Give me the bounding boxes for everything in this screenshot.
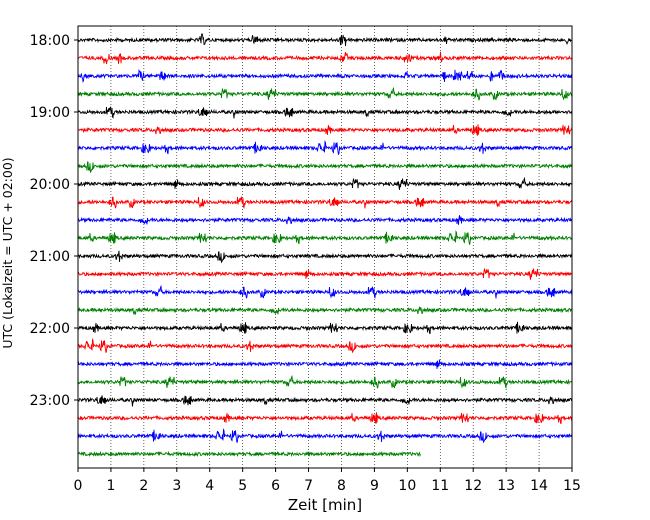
trace-line-1930 bbox=[77, 139, 573, 155]
trace-line-2045 bbox=[77, 229, 573, 245]
y-axis-ticks: 18:00 19:00 20:00 21:00 22:00 23:00 bbox=[30, 33, 78, 409]
y-tick-label: 23:00 bbox=[30, 393, 70, 409]
x-tick-label: 1 bbox=[106, 478, 115, 494]
y-axis-label: UTC (Lokalzeit = UTC + 02:00) bbox=[0, 157, 15, 348]
x-axis-label: Zeit [min] bbox=[288, 496, 362, 514]
trace-line-2115 bbox=[77, 268, 573, 280]
y-tick-label: 18:00 bbox=[30, 33, 70, 49]
trace-line-2215 bbox=[77, 337, 573, 354]
trace-line-1900 bbox=[77, 106, 573, 119]
y-tick-label: 19:00 bbox=[30, 105, 70, 121]
plot-frame bbox=[77, 25, 573, 469]
trace-lines bbox=[77, 32, 573, 458]
trace-line-2245 bbox=[77, 374, 573, 389]
x-tick-label: 13 bbox=[497, 478, 515, 494]
x-tick-label: 9 bbox=[370, 478, 379, 494]
x-tick-label: 8 bbox=[337, 478, 346, 494]
trace-line-2130 bbox=[77, 284, 573, 299]
x-tick-label: 2 bbox=[139, 478, 148, 494]
x-tick-label: 5 bbox=[238, 478, 247, 494]
trace-line-1815 bbox=[77, 51, 573, 65]
x-tick-label: 10 bbox=[398, 478, 416, 494]
trace-line-1830 bbox=[77, 68, 573, 83]
trace-line-2000 bbox=[77, 176, 573, 190]
y-tick-label: 22:00 bbox=[30, 321, 70, 337]
x-tick-label: 3 bbox=[172, 478, 181, 494]
trace-line-2345 bbox=[77, 450, 421, 458]
trace-line-2330 bbox=[77, 427, 573, 444]
x-tick-label: 0 bbox=[74, 478, 83, 494]
y-tick-label: 20:00 bbox=[30, 177, 70, 193]
y-tick-label: 21:00 bbox=[30, 249, 70, 265]
trace-line-1915 bbox=[77, 124, 573, 136]
x-tick-label: 11 bbox=[431, 478, 449, 494]
x-tick-label: 7 bbox=[304, 478, 313, 494]
x-tick-label: 6 bbox=[271, 478, 280, 494]
x-tick-label: 4 bbox=[205, 478, 214, 494]
x-tick-label: 14 bbox=[530, 478, 548, 494]
trace-line-2200 bbox=[77, 321, 573, 335]
trace-line-1845 bbox=[77, 86, 573, 101]
x-axis-ticks: 0 1 2 3 4 5 6 7 8 9 10 11 12 13 14 15 bbox=[74, 468, 581, 494]
trace-line-1945 bbox=[77, 161, 573, 174]
trace-line-2230 bbox=[77, 359, 573, 369]
trace-line-2030 bbox=[78, 215, 572, 225]
trace-line-2300 bbox=[77, 395, 573, 407]
trace-line-2015 bbox=[77, 196, 573, 209]
trace-line-2100 bbox=[77, 250, 573, 264]
trace-line-2315 bbox=[77, 412, 573, 425]
x-tick-label: 12 bbox=[464, 478, 482, 494]
trace-line-2145 bbox=[77, 306, 573, 316]
trace-line-1800 bbox=[77, 32, 572, 47]
grid-lines bbox=[110, 26, 540, 468]
x-tick-label: 15 bbox=[563, 478, 581, 494]
